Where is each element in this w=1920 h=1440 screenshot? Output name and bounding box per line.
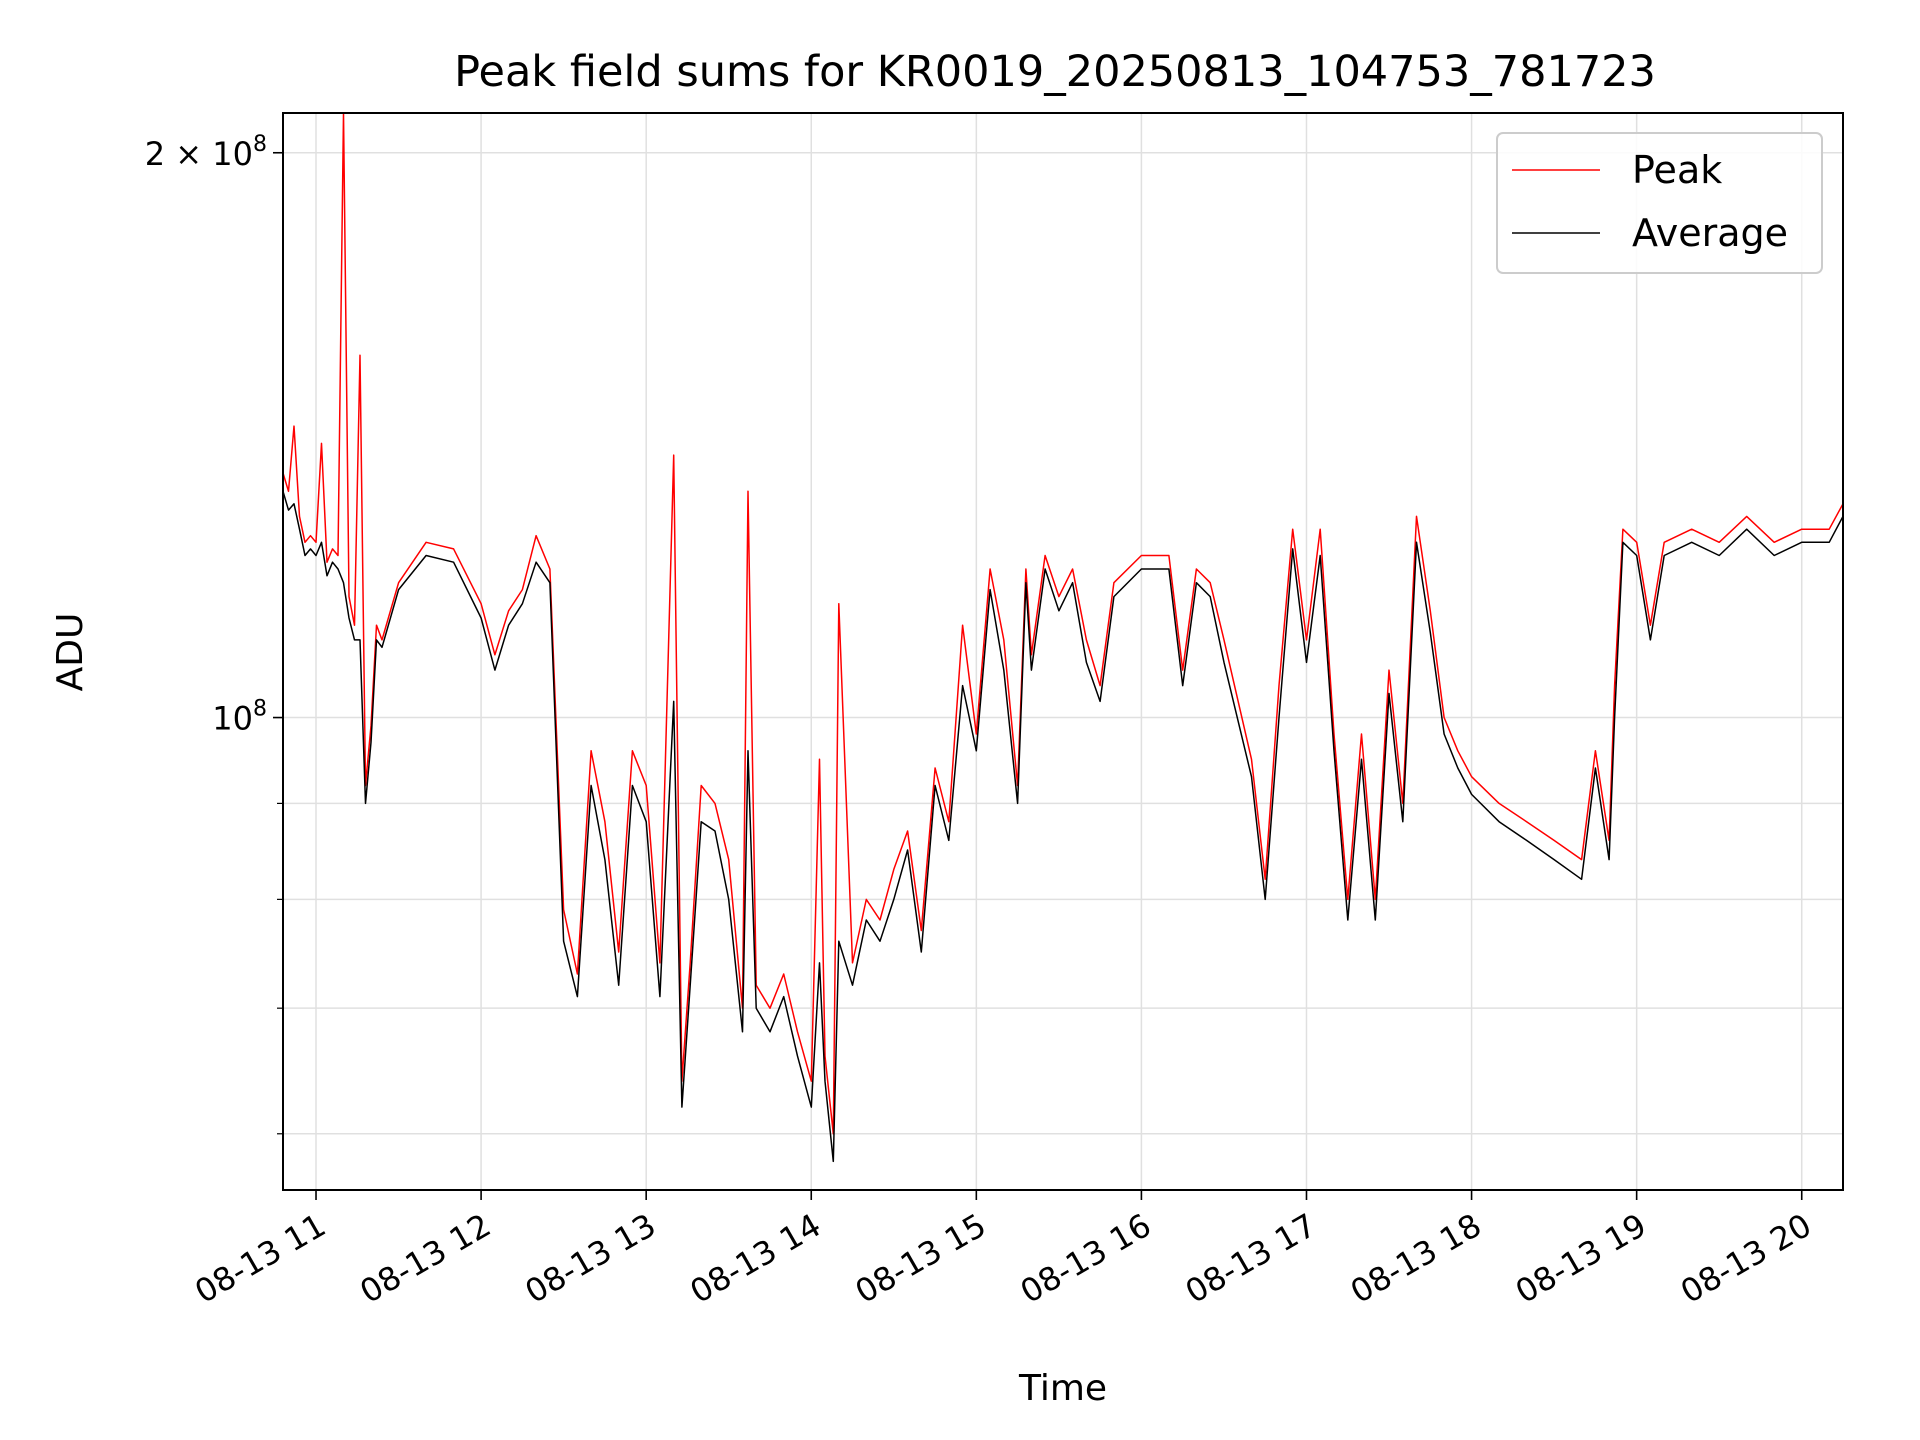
legend-label-average: Average bbox=[1632, 211, 1788, 255]
y-tick-exponent: 8 bbox=[253, 697, 267, 722]
x-tick-label: 08-13 13 bbox=[519, 1206, 663, 1311]
series-line-peak bbox=[282, 112, 1844, 1135]
legend: Peak Average bbox=[1496, 132, 1823, 274]
y-tick-label: 108 bbox=[212, 697, 267, 738]
x-tick-label: 08-13 11 bbox=[188, 1206, 332, 1311]
y-tick-exponent: 8 bbox=[253, 132, 267, 157]
plot-frame bbox=[282, 112, 1844, 1191]
legend-label-peak: Peak bbox=[1632, 148, 1722, 192]
y-tick-base: 10 bbox=[212, 700, 253, 738]
x-axis-ticks: 08-13 11 08-13 12 08-13 13 08-13 14 08-13 15… bbox=[188, 1190, 1818, 1311]
x-tick-label: 08-13 14 bbox=[684, 1206, 828, 1311]
x-tick-label: 08-13 19 bbox=[1509, 1206, 1653, 1311]
x-tick-label: 08-13 16 bbox=[1014, 1206, 1158, 1311]
x-tick-label: 08-13 12 bbox=[353, 1206, 497, 1311]
y-tick-label: 2 × 108 bbox=[145, 132, 267, 173]
x-tick-label: 08-13 18 bbox=[1344, 1206, 1488, 1311]
x-tick-label: 08-13 20 bbox=[1674, 1206, 1818, 1311]
series-line-average bbox=[282, 491, 1844, 1163]
y-axis-label: ADU bbox=[50, 613, 91, 692]
x-tick-label: 08-13 17 bbox=[1179, 1206, 1323, 1311]
y-tick-coef: 2 × bbox=[145, 135, 213, 173]
gridlines bbox=[283, 113, 1843, 1190]
legend-box bbox=[1496, 132, 1823, 274]
chart-title: Peak field sums for KR0019_20250813_1047… bbox=[454, 47, 1656, 97]
series-layer bbox=[282, 112, 1844, 1163]
x-axis-label: Time bbox=[1018, 1368, 1107, 1409]
y-tick-base: 10 bbox=[212, 135, 253, 173]
x-tick-label: 08-13 15 bbox=[849, 1206, 993, 1311]
